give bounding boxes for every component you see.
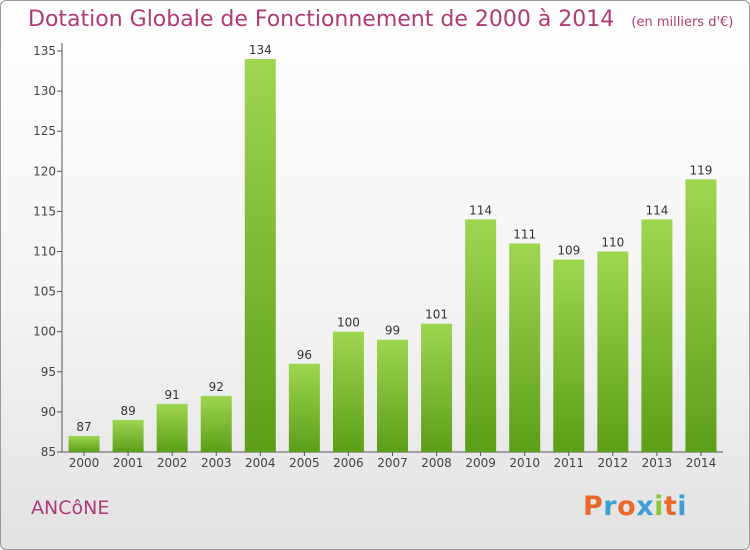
x-tick-label: 2004 xyxy=(245,456,276,470)
data-label: 109 xyxy=(557,244,580,258)
bar xyxy=(421,323,453,452)
y-tick-label: 135 xyxy=(33,44,56,58)
y-tick-label: 90 xyxy=(41,405,56,419)
proxiti-logo: Proxiti xyxy=(583,491,687,522)
y-tick-label: 115 xyxy=(33,204,56,218)
x-tick-label: 2006 xyxy=(333,456,364,470)
chart-title: Dotation Globale de Fonctionnement de 20… xyxy=(28,7,733,32)
y-tick-label: 120 xyxy=(33,164,56,178)
bar xyxy=(377,339,408,452)
x-tick-label: 2000 xyxy=(69,456,100,470)
data-label: 114 xyxy=(469,203,492,217)
bar xyxy=(244,59,276,453)
data-label: 119 xyxy=(690,163,713,177)
y-tick-label: 110 xyxy=(33,245,56,259)
bar xyxy=(288,363,320,452)
bar xyxy=(465,219,497,452)
bar xyxy=(685,179,717,452)
data-label: 101 xyxy=(425,308,448,322)
x-tick-label: 2012 xyxy=(598,456,629,470)
y-tick-label: 130 xyxy=(33,84,56,98)
logo-letter: o xyxy=(617,491,637,522)
y-tick-label: 100 xyxy=(33,325,56,339)
x-tick-label: 2014 xyxy=(686,456,717,470)
unit-note: (en milliers d'€) xyxy=(631,15,734,30)
logo-letter: i xyxy=(677,491,688,522)
logo-letter: x xyxy=(636,491,655,522)
y-tick-label: 105 xyxy=(33,285,56,299)
x-tick-label: 2005 xyxy=(289,456,320,470)
x-tick-label: 2003 xyxy=(201,456,232,470)
data-label: 89 xyxy=(120,404,135,418)
x-tick-label: 2001 xyxy=(113,456,144,470)
logo-letter: i xyxy=(654,491,664,522)
x-tick-label: 2010 xyxy=(509,456,540,470)
bar xyxy=(200,395,232,452)
y-tick-label: 95 xyxy=(41,365,56,379)
logo-letter: t xyxy=(663,491,678,522)
bar xyxy=(597,251,629,452)
data-label: 111 xyxy=(513,227,536,241)
y-tick-label: 125 xyxy=(33,124,56,138)
commune-name: ANCôNE xyxy=(31,497,110,519)
x-tick-label: 2002 xyxy=(157,456,188,470)
x-tick-label: 2008 xyxy=(421,456,452,470)
bar xyxy=(112,419,144,452)
bar xyxy=(156,403,188,452)
bar xyxy=(641,219,673,452)
bar xyxy=(332,331,364,452)
data-label: 134 xyxy=(249,43,272,57)
data-label: 87 xyxy=(76,420,91,434)
logo-letter: P xyxy=(583,491,604,522)
data-label: 99 xyxy=(385,324,400,338)
data-label: 96 xyxy=(297,348,312,362)
bar xyxy=(553,259,585,452)
x-tick-label: 2011 xyxy=(553,456,584,470)
logo-letter: r xyxy=(603,491,618,522)
y-tick-label: 85 xyxy=(41,445,56,459)
x-tick-label: 2007 xyxy=(377,456,408,470)
data-label: 91 xyxy=(165,388,180,402)
data-label: 92 xyxy=(209,380,224,394)
bar xyxy=(68,435,100,452)
data-label: 100 xyxy=(337,316,360,330)
title-text: Dotation Globale de Fonctionnement de 20… xyxy=(28,7,615,32)
data-label: 110 xyxy=(601,236,624,250)
bar xyxy=(509,243,541,452)
x-tick-label: 2009 xyxy=(465,456,496,470)
data-label: 114 xyxy=(645,203,668,217)
x-tick-label: 2013 xyxy=(642,456,673,470)
